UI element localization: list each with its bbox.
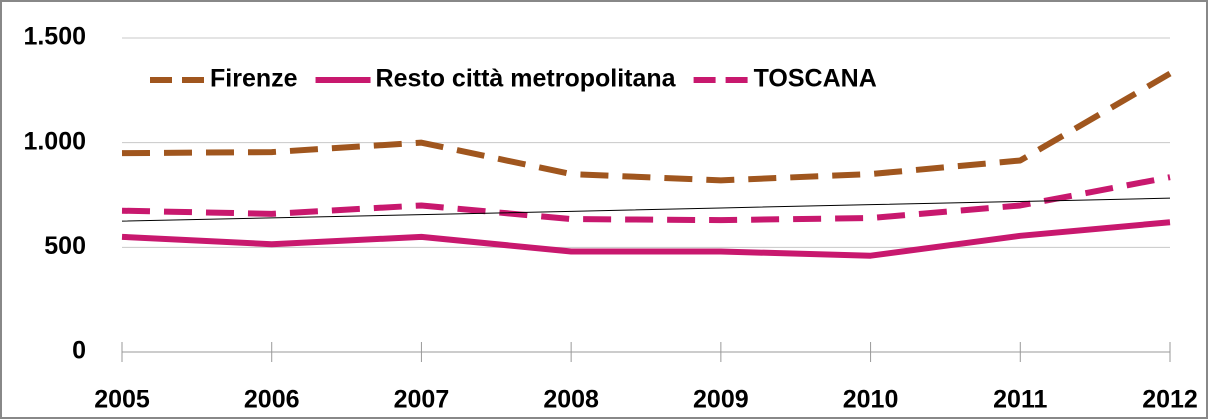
series-line — [121, 197, 1171, 222]
x-tick-label: 2007 — [394, 386, 450, 414]
legend-label: TOSCANA — [754, 65, 877, 93]
x-tick-label: 2010 — [843, 386, 899, 414]
x-tick-label: 2005 — [94, 386, 150, 414]
legend-label: Resto città metropolitana — [376, 65, 677, 93]
legend-label: Firenze — [210, 65, 298, 93]
x-tick-label: 2009 — [693, 386, 749, 414]
y-tick-label: 500 — [44, 232, 86, 260]
x-tick-label: 2006 — [244, 386, 300, 414]
series-line — [121, 70, 1172, 184]
x-tick-label: 2008 — [543, 386, 599, 414]
x-tick-label: 2011 — [993, 386, 1047, 414]
y-tick-label: 1.000 — [23, 127, 86, 155]
x-tick-label: 2012 — [1142, 386, 1198, 414]
series-line — [121, 174, 1171, 224]
y-tick-label: 1.500 — [23, 23, 86, 51]
y-tick-label: 0 — [72, 337, 86, 365]
series-line — [121, 219, 1171, 259]
